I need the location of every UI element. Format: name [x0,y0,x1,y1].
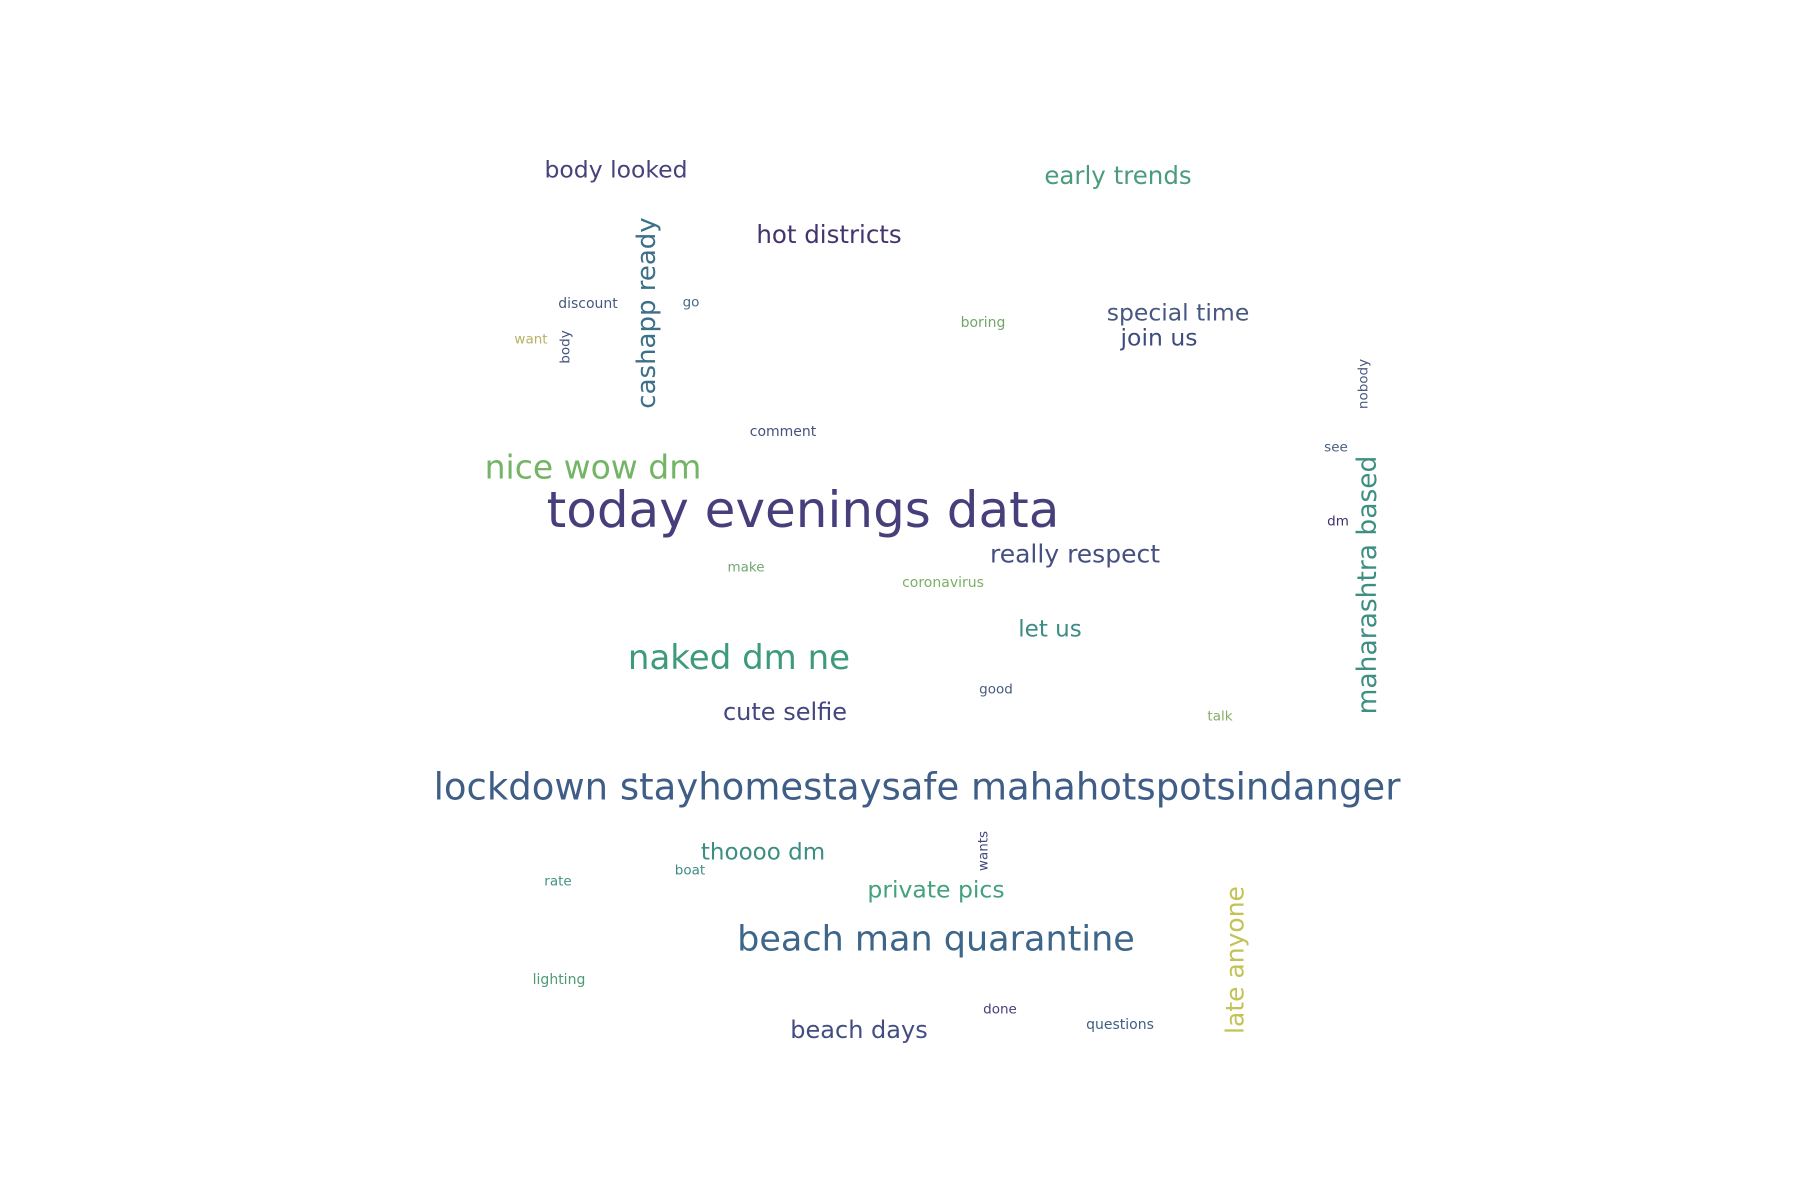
word-dm: dm [1327,513,1349,530]
word-make: make [727,559,765,576]
word-hot-districts: hot districts [756,219,902,249]
word-early-trends: early trends [1044,160,1192,190]
word-special-time: special time [1106,298,1250,327]
word-lockdown-stayhomestaysafe-mahahotspotsindanger: lockdown stayhomestaysafe mahahotspotsin… [433,765,1401,809]
word-good: good [979,681,1013,698]
word-boat: boat [674,862,706,879]
word-talk: talk [1207,708,1233,725]
word-go: go [682,294,700,311]
word-cashapp-ready: cashapp ready [632,217,662,409]
word-discount: discount [558,296,618,312]
word-nobody: nobody [1355,358,1372,410]
word-boring: boring [960,315,1006,331]
word-body-looked: body looked [544,155,688,184]
word-join-us: join us [1120,323,1198,352]
word-late-anyone: late anyone [1220,886,1250,1034]
word-beach-man-quarantine: beach man quarantine [737,919,1135,960]
word-rate: rate [544,873,572,890]
word-done: done [983,1001,1017,1018]
word-really-respect: really respect [990,539,1160,569]
word-want: want [514,331,548,348]
word-body: body [557,330,574,364]
word-lighting: lighting [532,972,586,988]
word-coronavirus: coronavirus [902,575,984,591]
word-see: see [1324,439,1348,456]
word-private-pics: private pics [867,875,1005,904]
word-beach-days: beach days [790,1016,928,1044]
word-cute-selfie: cute selfie [722,698,848,726]
word-naked-dm-ne: naked dm ne [627,638,851,678]
word-wants: wants [975,830,992,872]
word-questions: questions [1086,1017,1154,1033]
word-thoooo-dm: thoooo dm [700,839,826,866]
word-let-us: let us [1018,616,1082,643]
word-today-evenings-data: today evenings data [546,481,1060,539]
word-nice-wow-dm: nice wow dm [484,447,702,487]
word-comment: comment [749,424,817,440]
word-maharashtra-based: maharashtra based [1351,455,1383,715]
